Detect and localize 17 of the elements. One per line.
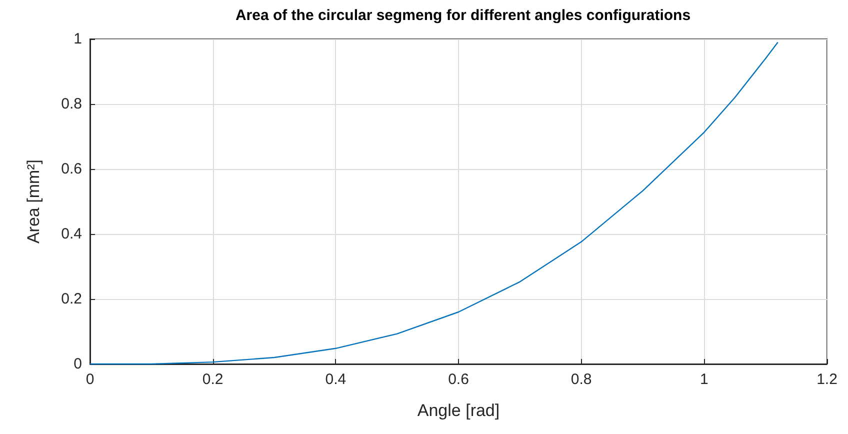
- chart-title: Area of the circular segmeng for different angles configurations: [235, 7, 691, 24]
- line-series: [89, 42, 778, 365]
- x-tick-label: 0.8: [570, 371, 592, 388]
- y-axis-title: Area [mm²]: [24, 159, 43, 244]
- x-tick-label: 1.2: [816, 371, 838, 388]
- x-tick-label: 0: [86, 371, 94, 388]
- x-tick-label: 0.6: [448, 371, 469, 388]
- y-tick-label: 0.6: [61, 160, 82, 178]
- y-tick-label: 0.8: [61, 96, 82, 112]
- x-tick-label: 1: [700, 371, 708, 388]
- x-axis-title: Angle [rad]: [417, 401, 500, 420]
- x-tick-label: 0.2: [202, 371, 224, 388]
- y-tick-label: 0.2: [61, 290, 82, 308]
- x-tick-label: 0.4: [325, 371, 346, 388]
- y-tick-label: 0.4: [61, 226, 82, 242]
- y-tick-label: 1: [74, 30, 82, 48]
- y-tick-label: 0: [74, 356, 82, 372]
